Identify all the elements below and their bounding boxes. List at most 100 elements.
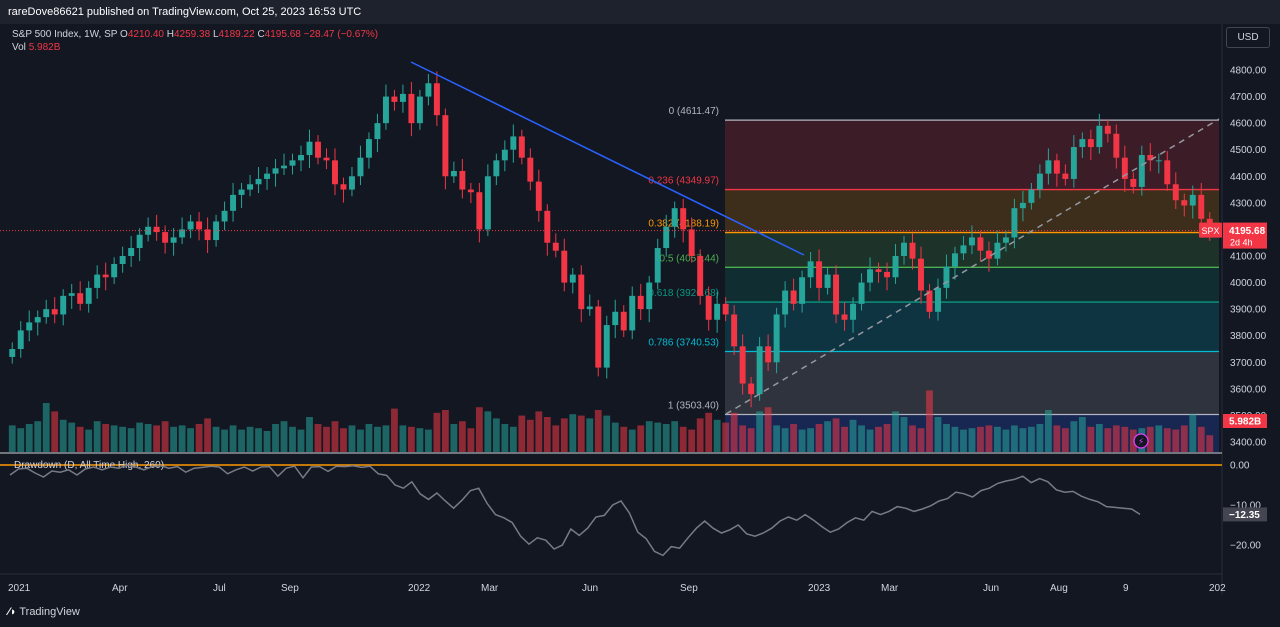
price-axis[interactable]: 4800.00 4700.00 4600.00 4500.00 4400.00 4300.… bbox=[1133, 24, 1267, 595]
volume-bar bbox=[306, 417, 313, 452]
candle-body bbox=[722, 303, 729, 315]
fib-level-label: 0 (4611.47) bbox=[669, 106, 719, 117]
candle-body bbox=[901, 242, 907, 256]
earnings-event-glyph: ⚡ bbox=[1138, 437, 1144, 447]
volume-bar bbox=[153, 425, 161, 452]
symbol-legend[interactable]: S&P 500 Index, 1W, SP O4210.40 H4259.38 … bbox=[12, 29, 378, 40]
time-tick-label: 9 bbox=[1123, 583, 1129, 594]
volume-bar bbox=[815, 424, 823, 452]
volume-legend[interactable]: Vol 5.982B bbox=[12, 42, 60, 53]
fib-level-label: 0.5 (4057.44) bbox=[660, 253, 720, 264]
volume-bar bbox=[59, 419, 67, 452]
candle-body bbox=[994, 242, 1001, 259]
volume-bar bbox=[671, 421, 679, 452]
volume-bar bbox=[374, 426, 381, 452]
candle-body bbox=[968, 237, 975, 246]
volume-badge-text: 5.982B bbox=[1229, 417, 1261, 428]
candle-body bbox=[1155, 160, 1162, 162]
volume-bar bbox=[637, 425, 645, 452]
volume-bar bbox=[238, 429, 245, 452]
candle-body bbox=[442, 115, 449, 177]
drawdown-value-text: −12.35 bbox=[1229, 510, 1260, 521]
volume-bar bbox=[289, 426, 296, 452]
price-tick-label: 4100.00 bbox=[1230, 252, 1267, 263]
candle-body bbox=[909, 242, 916, 259]
volume-bar bbox=[518, 415, 526, 452]
volume-bar bbox=[594, 410, 602, 452]
tradingview-logo-icon: ⁄◗ bbox=[8, 606, 17, 618]
volume-bar bbox=[781, 428, 789, 452]
candle-body bbox=[162, 232, 169, 243]
volume-badge bbox=[1223, 414, 1267, 428]
candle-body bbox=[221, 210, 228, 222]
candle-body bbox=[187, 221, 194, 230]
drawing-lines[interactable] bbox=[0, 61, 1222, 415]
candle-body bbox=[136, 234, 143, 249]
volume-bar bbox=[620, 426, 628, 452]
candle-body bbox=[739, 346, 746, 384]
fib-zone bbox=[725, 351, 1219, 415]
volume-bar bbox=[1061, 428, 1069, 452]
high-label: H bbox=[166, 29, 174, 40]
volume-bar bbox=[1002, 429, 1010, 452]
volume-bar bbox=[858, 425, 865, 452]
volume-bar bbox=[161, 421, 169, 452]
drawdown-tick-label: −20.00 bbox=[1230, 541, 1261, 552]
candle-body bbox=[43, 309, 50, 318]
volume-bar bbox=[399, 425, 407, 452]
volume-bar bbox=[331, 421, 339, 452]
volume-bar bbox=[178, 425, 186, 452]
candle-body bbox=[748, 383, 755, 395]
volume-bar bbox=[526, 419, 534, 452]
candle-body bbox=[951, 253, 958, 267]
candle-body bbox=[26, 322, 33, 331]
tradingview-logo[interactable]: ⁄◗ TradingView bbox=[8, 606, 80, 618]
volume-bar bbox=[892, 411, 899, 452]
volume-bar bbox=[458, 421, 466, 452]
high-value: 4259.38 bbox=[174, 29, 211, 40]
candle-body bbox=[298, 155, 304, 161]
fib-zone bbox=[725, 302, 1219, 352]
volume-bar bbox=[917, 428, 925, 452]
candle-body bbox=[1036, 173, 1043, 190]
low-label: L bbox=[212, 29, 219, 40]
last-price-badge bbox=[1223, 222, 1267, 249]
change-value: −28.47 (−0.67%) bbox=[303, 29, 379, 40]
volume-bar bbox=[535, 411, 543, 452]
drawdown-tick-label: 0.00 bbox=[1230, 461, 1250, 472]
currency-button[interactable]: USD bbox=[1226, 27, 1270, 48]
volume-bar bbox=[603, 415, 611, 452]
volume-bar bbox=[824, 421, 831, 452]
candle-body bbox=[552, 242, 559, 251]
candle-body bbox=[1028, 189, 1035, 203]
drawdown-pane[interactable]: Drawdown (D, All Time High, 260) 0.00 −10.… bbox=[0, 452, 1267, 557]
volume-bar bbox=[790, 424, 797, 452]
candle-body bbox=[1164, 160, 1171, 185]
candle-body bbox=[501, 149, 508, 161]
volume-bar bbox=[909, 425, 916, 452]
price-tick-label: 3900.00 bbox=[1230, 305, 1267, 316]
volume-bar bbox=[1036, 424, 1044, 452]
candle-body bbox=[985, 250, 992, 259]
time-tick-label: 2022 bbox=[408, 583, 431, 594]
candle-body bbox=[1062, 173, 1069, 179]
symbol-badge bbox=[1199, 222, 1222, 238]
volume-bar bbox=[645, 421, 653, 452]
published-banner bbox=[0, 0, 1280, 24]
volume-bar bbox=[798, 429, 806, 452]
volume-bar bbox=[883, 424, 891, 452]
time-axis[interactable]: 2021 Apr Jul Sep 2022 Mar Jun Sep 2023 Mar Jun Aug 9… bbox=[0, 573, 1226, 594]
volume-bar bbox=[654, 422, 662, 452]
volume-bar bbox=[1121, 426, 1129, 452]
fib-level-label: 0.786 (3740.53) bbox=[648, 338, 719, 349]
volume-bar bbox=[76, 426, 84, 452]
volume-bar bbox=[42, 403, 50, 452]
volume-bar bbox=[977, 426, 984, 452]
volume-bar bbox=[17, 428, 25, 452]
drawdown-tick-label: −10.00 bbox=[1230, 501, 1261, 512]
fibonacci-retracement[interactable]: 0 (4611.47)0.236 (4349.97)0.382 (4188.19… bbox=[648, 106, 1219, 452]
volume-bar bbox=[272, 424, 279, 452]
volume-bar bbox=[433, 412, 441, 452]
volume-bar bbox=[365, 424, 373, 452]
